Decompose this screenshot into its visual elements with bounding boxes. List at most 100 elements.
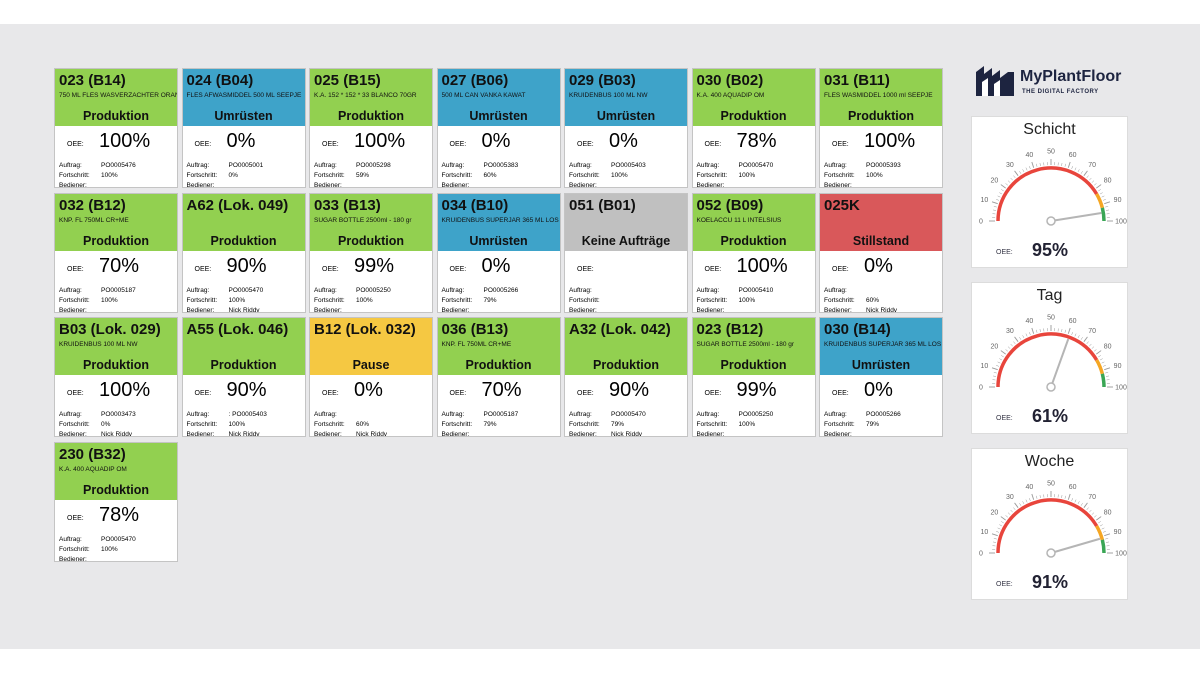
gauge-tick [1096, 516, 1102, 521]
order-label: Auftrag: [569, 411, 592, 418]
gauge-tick [1019, 171, 1022, 174]
machine-card[interactable]: 036 (B13) KNP. FL 750ML CR+ME Produktion OE… [436, 317, 561, 437]
order-value: PO0005470 [611, 411, 646, 418]
machine-card[interactable]: 025 (B15) K.A. 152 * 152 * 33 BLANCO 70GR… [309, 68, 433, 188]
machine-card[interactable]: A55 (Lok. 046) Produktion OEE: 90% Auftrag::… [181, 317, 306, 437]
machine-card[interactable]: 051 (B01) Keine Aufträge OEE: Auftrag: Forts… [564, 192, 688, 313]
machine-card[interactable]: B03 (Lok. 029) KRUIDENBUS 100 ML NW Produk… [54, 317, 178, 437]
operator-value: Nick Riddy [101, 431, 133, 437]
oee-label: OEE: [704, 390, 722, 397]
gauge-needle [1050, 212, 1102, 222]
gauge-tick [1074, 499, 1077, 503]
operator-value: Nick Riddy [228, 306, 260, 313]
gauge-tick [991, 201, 998, 205]
machine-status: Umrüsten [851, 358, 911, 372]
gauge-tick [1001, 189, 1004, 192]
machine-card[interactable]: 030 (B02) K.A. 400 AQUADIP OM Produktion OE… [691, 68, 816, 188]
gauge-tick [1104, 367, 1111, 371]
order-label: Auftrag: [824, 286, 847, 294]
product-name: K.A. 152 * 152 * 33 BLANCO 70GR [314, 92, 417, 99]
machine-card[interactable]: 032 (B12) KNP. FL 750ML CR+ME Produktion OE… [54, 192, 178, 313]
gauge-tick [991, 533, 998, 537]
progress-value: 100% [738, 172, 756, 179]
gauge-tick-label: 10 [981, 363, 989, 370]
machine-card[interactable]: 030 (B14) KRUIDENBUS SUPERJAR 365 ML LOS U… [819, 317, 943, 437]
machine-card[interactable]: 052 (B09) KOELACCU 11 L INTELSIUS Produkti… [691, 192, 816, 313]
order-label: Auftrag: [696, 411, 720, 418]
order-value: PO0005298 [356, 162, 391, 169]
gauge-tick-label: 80 [1104, 343, 1112, 350]
progress-label: Fortschritt: [441, 172, 473, 179]
progress-value: 0% [101, 421, 111, 428]
gauge-tick-label: 50 [1047, 149, 1055, 156]
gauge-tick [1064, 163, 1066, 167]
progress-label: Fortschritt: [441, 296, 473, 304]
machine-card[interactable]: 034 (B10) KRUIDENBUS SUPERJAR 365 ML LOS U… [436, 192, 561, 313]
operator-label: Bediener: [186, 306, 215, 313]
machine-card[interactable]: B12 (Lok. 032) Pause OEE: 0% Auftrag: Fortsch… [309, 317, 433, 437]
order-row: Auftrag: PO0005298 [314, 161, 391, 171]
gauge-tick [1005, 349, 1009, 352]
gauge-tick-label: 70 [1088, 494, 1096, 501]
oee-value: 70% [481, 379, 522, 401]
card-header: A55 (Lok. 046) Produktion [182, 318, 305, 375]
gauge-tick [1014, 336, 1019, 342]
product-name: KOELACCU 11 L INTELSIUS [696, 216, 782, 224]
machine-card[interactable]: 029 (B03) KRUIDENBUS 100 ML NW Umrüsten OEE… [564, 68, 688, 188]
card-header: 230 (B32) K.A. 400 AQUADIP OM Produktion [55, 442, 177, 500]
gauge-tick [1105, 209, 1110, 211]
machine-card[interactable]: 025K Stillstand OEE: 0% Auftrag: Fortschritt:… [819, 192, 943, 313]
operator-label: Bediener: [59, 306, 87, 313]
progress-row: Fortschritt: 100% [697, 171, 774, 181]
machine-card[interactable]: A62 (Lok. 049) Produktion OEE: 90% Auftrag: P… [181, 192, 306, 313]
gauge-tick [1061, 494, 1063, 499]
gauge-tick-label: 20 [990, 177, 998, 184]
machine-card[interactable]: 023 (B14) 750 ML FLES WASVERZACHTER ORANJ… [54, 68, 178, 188]
progress-label: Fortschritt: [696, 421, 728, 428]
machine-status: Produktion [720, 358, 787, 372]
order-info: Auftrag: PO0005187 Fortschritt: 100% Bediene… [59, 286, 136, 313]
progress-row: Fortschritt: 79% [824, 420, 901, 430]
oee-value: 0% [226, 130, 256, 152]
order-row: Auftrag: PO0005250 [314, 286, 391, 296]
gauge-tick [1091, 180, 1095, 183]
machine-card[interactable]: 027 (B06) 500 ML CAN VANKA KAWAT Umrüsten O… [436, 68, 561, 188]
machine-card[interactable]: 024 (B04) FLES AFWASMIDDEL 500 ML SEEPJE U… [181, 68, 306, 188]
oee-label: OEE: [704, 265, 722, 273]
order-row: Auftrag: PO0005470 [569, 410, 646, 420]
gauge-tick [1086, 507, 1089, 511]
machine-card[interactable]: 230 (B32) K.A. 400 AQUADIP OM Produktion OE… [54, 441, 178, 562]
machine-card[interactable]: 031 (B11) FLES WASMIDDEL 1000 ml SEEPJE Pr… [819, 68, 943, 188]
order-label: Auftrag: [696, 286, 720, 294]
order-info: Auftrag: PO0005001 Fortschritt: 0% Bediener: [187, 161, 264, 187]
operator-label: Bediener: [59, 431, 87, 437]
progress-row: Fortschritt: 79% [442, 420, 519, 430]
progress-label: Fortschritt: [59, 545, 90, 553]
machine-card[interactable]: A32 (Lok. 042) Produktion OEE: 90% Auftrag: P… [564, 317, 688, 437]
order-value: PO0005476 [101, 162, 136, 169]
card-header: 023 (B14) 750 ML FLES WASVERZACHTER ORANJ… [55, 69, 177, 126]
gauge-tick [1029, 166, 1031, 170]
machine-card[interactable]: 033 (B13) SUGAR BOTTLE 2500ml - 180 gr Pro… [309, 192, 433, 313]
order-info: Auftrag: PO0005266 Fortschritt: 79% Bediener… [824, 410, 901, 436]
gauge-tick [1101, 195, 1105, 198]
progress-row: Fortschritt: 100% [824, 171, 901, 181]
gauge-tick [1039, 494, 1041, 499]
oee-value: 100% [99, 130, 151, 152]
operator-label: Bediener: [441, 306, 470, 313]
oee-value: 100% [99, 379, 151, 401]
progress-row: Fortschritt: 100% [569, 171, 646, 181]
card-header: 027 (B06) 500 ML CAN VANKA KAWAT Umrüsten [437, 69, 560, 126]
progress-label: Fortschritt: [824, 172, 855, 179]
operator-label: Bediener: [186, 431, 215, 437]
operator-row: Bediener: Nick Riddy [569, 430, 646, 436]
order-label: Auftrag: [59, 162, 82, 169]
gauge-tick [1083, 502, 1088, 508]
gauge-tick [1019, 337, 1022, 340]
machine-code: A55 (Lok. 046) [186, 321, 289, 338]
machine-card[interactable]: 023 (B12) SUGAR BOTTLE 2500ml - 180 gr Pro… [691, 317, 816, 437]
gauge-tick-label: 40 [1025, 152, 1033, 159]
operator-row: Bediener: Nick Riddy [186, 430, 267, 437]
gauge-tick [1080, 171, 1083, 174]
card-header: 024 (B04) FLES AFWASMIDDEL 500 ML SEEPJE U… [182, 69, 305, 126]
